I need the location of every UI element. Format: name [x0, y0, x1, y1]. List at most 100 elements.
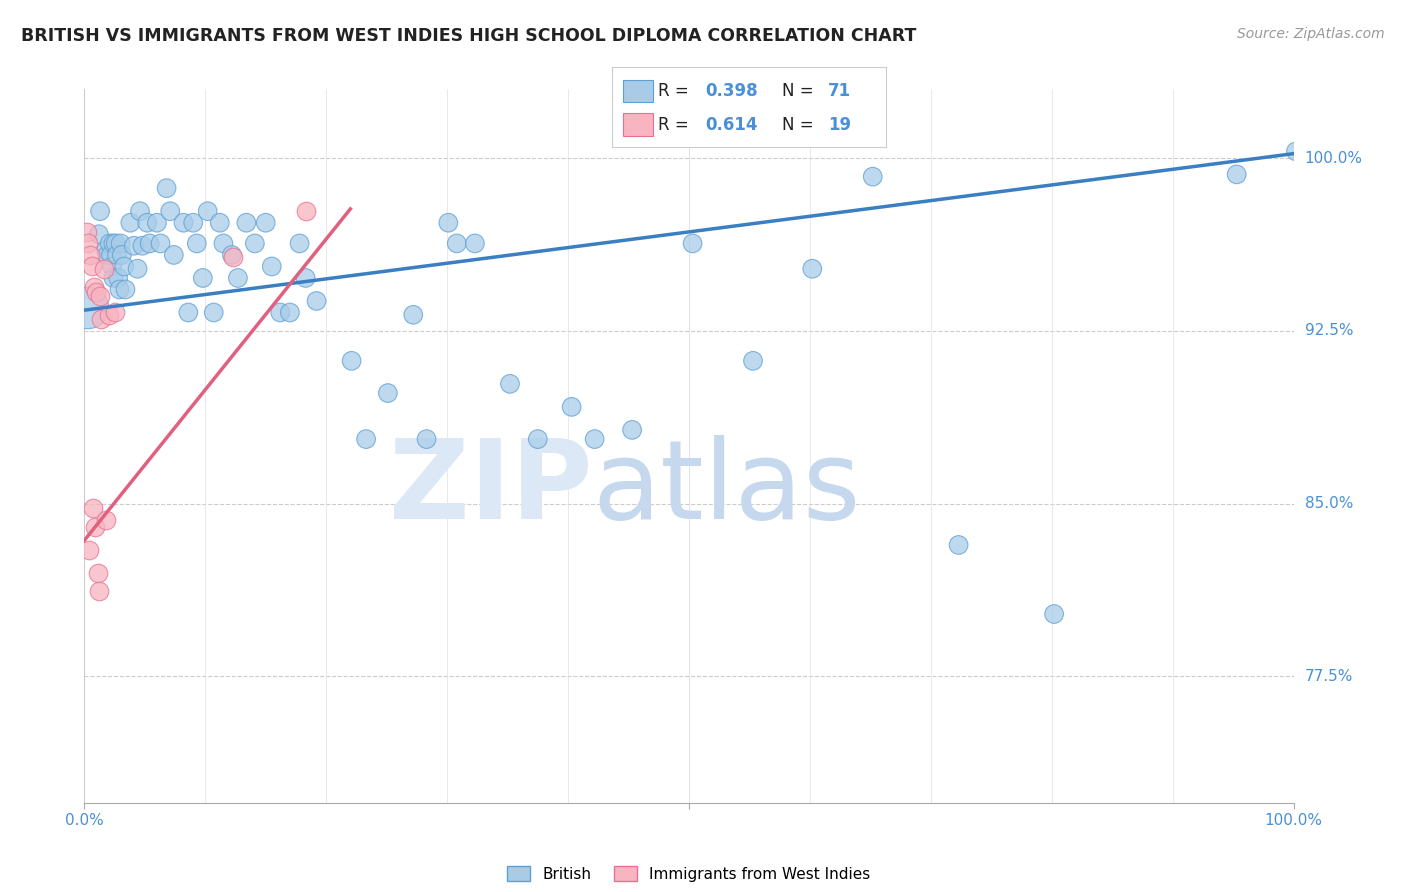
Point — [96, 248, 118, 262]
Point — [948, 538, 970, 552]
Bar — [623, 113, 652, 136]
Point — [97, 308, 120, 322]
Point — [138, 236, 160, 251]
Point — [77, 542, 100, 557]
Point — [1043, 607, 1066, 621]
Point — [77, 301, 100, 315]
Point — [294, 204, 316, 219]
Point — [221, 248, 243, 262]
Point — [110, 236, 132, 251]
Text: R =: R = — [658, 82, 695, 100]
Text: 92.5%: 92.5% — [1305, 324, 1353, 338]
Text: 0.398: 0.398 — [704, 82, 758, 100]
Point — [159, 204, 181, 219]
Text: 77.5%: 77.5% — [1305, 669, 1353, 683]
Point — [177, 305, 200, 319]
Point — [120, 216, 142, 230]
Point — [260, 260, 283, 274]
Point — [181, 216, 204, 230]
Point — [305, 293, 328, 308]
Point — [202, 305, 225, 319]
Point — [1285, 145, 1308, 159]
Point — [527, 432, 550, 446]
Point — [83, 280, 105, 294]
Point — [862, 169, 884, 184]
Point — [801, 261, 824, 276]
Point — [122, 238, 145, 252]
Text: 100.0%: 100.0% — [1305, 151, 1362, 166]
Point — [94, 244, 117, 258]
Text: 0.614: 0.614 — [704, 116, 758, 134]
Point — [288, 236, 311, 251]
Point — [235, 216, 257, 230]
Point — [89, 204, 111, 219]
Text: ZIP: ZIP — [389, 435, 592, 542]
Point — [1226, 167, 1249, 181]
Point — [254, 216, 277, 230]
Point — [131, 238, 153, 252]
Point — [104, 305, 127, 319]
Point — [197, 204, 219, 219]
Point — [89, 289, 111, 303]
Point — [103, 271, 125, 285]
Text: 71: 71 — [828, 82, 851, 100]
Point — [93, 261, 115, 276]
Point — [112, 260, 135, 274]
Point — [437, 216, 460, 230]
Point — [208, 216, 231, 230]
Point — [377, 386, 399, 401]
Point — [191, 271, 214, 285]
Point — [212, 236, 235, 251]
Point — [226, 271, 249, 285]
Point — [79, 248, 101, 262]
Point — [186, 236, 208, 251]
Point — [76, 225, 98, 239]
Text: N =: N = — [782, 82, 818, 100]
Point — [742, 354, 765, 368]
Point — [294, 271, 316, 285]
Point — [269, 305, 291, 319]
Point — [222, 250, 245, 264]
Point — [561, 400, 583, 414]
Point — [354, 432, 377, 446]
Point — [464, 236, 486, 251]
Point — [86, 566, 108, 580]
Legend: British, Immigrants from West Indies: British, Immigrants from West Indies — [501, 860, 877, 888]
Point — [107, 271, 129, 285]
Point — [149, 236, 172, 251]
Point — [105, 248, 128, 262]
Point — [104, 236, 127, 251]
Point — [111, 248, 134, 262]
Text: 19: 19 — [828, 116, 851, 134]
Point — [415, 432, 437, 446]
Point — [129, 204, 152, 219]
Text: atlas: atlas — [592, 435, 860, 542]
Point — [682, 236, 704, 251]
Point — [173, 216, 195, 230]
Point — [108, 283, 131, 297]
Point — [84, 519, 107, 533]
Point — [90, 312, 112, 326]
Point — [621, 423, 644, 437]
Point — [86, 285, 108, 299]
Text: R =: R = — [658, 116, 695, 134]
Point — [87, 584, 110, 599]
Point — [136, 216, 159, 230]
Point — [82, 501, 104, 516]
Point — [103, 236, 125, 251]
Point — [127, 261, 149, 276]
Point — [243, 236, 266, 251]
Point — [155, 181, 177, 195]
Point — [98, 236, 121, 251]
Point — [499, 376, 522, 391]
Point — [114, 283, 136, 297]
Point — [77, 236, 100, 251]
Bar — [623, 79, 652, 103]
Point — [101, 260, 124, 274]
Point — [278, 305, 301, 319]
Point — [583, 432, 606, 446]
Text: N =: N = — [782, 116, 818, 134]
Point — [100, 248, 122, 262]
Point — [94, 513, 117, 527]
Point — [446, 236, 468, 251]
